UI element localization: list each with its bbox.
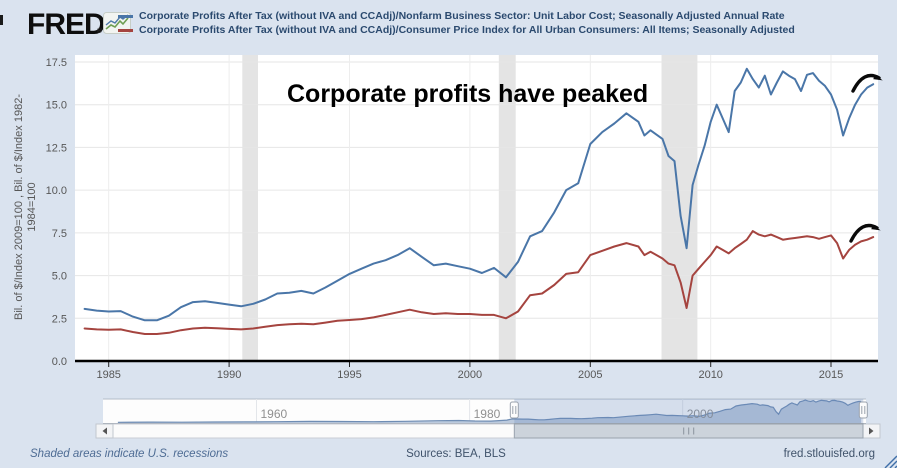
legend-item-ulc: Corporate Profits After Tax (without IVA… xyxy=(118,9,785,23)
scrollbar-thumb[interactable] xyxy=(513,423,864,439)
legend-marker-red xyxy=(118,28,133,32)
y-axis-title-line2: 1984=100 xyxy=(26,182,38,232)
y-axis-title: Bil. of $/Index 2009=100 , Bil. of $/Ind… xyxy=(13,42,39,372)
x-tick-label: 1990 xyxy=(217,369,241,381)
scroll-right-arrow-icon xyxy=(869,427,874,435)
x-tick-label: 2010 xyxy=(698,369,722,381)
x-tick-label: 1985 xyxy=(96,369,120,381)
line-chart-icon xyxy=(103,12,131,34)
y-tick-label: 0.0 xyxy=(52,356,67,368)
site-link[interactable]: fred.stlouisfed.org xyxy=(783,448,875,460)
recession-note: Shaded areas indicate U.S. recessions xyxy=(30,448,229,460)
navigator-area xyxy=(117,400,862,423)
y-tick-label: 7.5 xyxy=(52,228,67,240)
x-tick-label: 2005 xyxy=(578,369,602,381)
navigator-selected-range[interactable] xyxy=(514,399,864,423)
y-tick-label: 2.5 xyxy=(52,313,67,325)
legend-label-cpi: Corporate Profits After Tax (without IVA… xyxy=(139,24,795,36)
resize-grip-icon[interactable] xyxy=(884,455,897,468)
legend-item-cpi: Corporate Profits After Tax (without IVA… xyxy=(118,23,795,37)
y-tick-label: 17.5 xyxy=(46,57,67,69)
fred-logo: FRED xyxy=(27,8,106,41)
recession-band xyxy=(242,55,258,361)
trend-arrow-icon-top xyxy=(851,73,879,93)
recession-band xyxy=(498,55,516,361)
navigator-year-label: 1980 xyxy=(474,407,501,421)
scroll-left-arrow-icon xyxy=(102,427,107,435)
navigator-line xyxy=(117,399,862,423)
chart-annotation-title: Corporate profits have peaked xyxy=(287,80,649,108)
corner-artifact xyxy=(0,15,3,25)
x-tick-label: 2000 xyxy=(458,369,482,381)
legend-label-ulc: Corporate Profits After Tax (without IVA… xyxy=(139,10,785,22)
scrollbar-right-button[interactable] xyxy=(862,423,881,439)
series-line-ulc xyxy=(83,67,875,322)
y-tick-label: 10.0 xyxy=(46,185,67,197)
trend-arrow-icon-bottom xyxy=(849,223,877,243)
y-tick-label: 5.0 xyxy=(52,271,67,283)
sources-text: Sources: BEA, BLS xyxy=(406,448,506,460)
navigator-handle-left[interactable] xyxy=(509,401,519,419)
y-tick-label: 15.0 xyxy=(46,100,67,112)
navigator-year-label: 2000 xyxy=(687,407,714,421)
chart-plot-area[interactable] xyxy=(75,55,878,361)
y-tick-label: 12.5 xyxy=(46,142,67,154)
series-line-cpi xyxy=(83,230,875,335)
x-tick-label: 1995 xyxy=(337,369,361,381)
registered-trademark: ® xyxy=(97,28,103,35)
scrollbar-left-button[interactable] xyxy=(95,423,114,439)
x-tick-label: 2015 xyxy=(819,369,843,381)
navigator-year-label: 1960 xyxy=(261,407,288,421)
navigator-handle-right[interactable] xyxy=(858,401,868,419)
y-axis-title-line1: Bil. of $/Index 2009=100 , Bil. of $/Ind… xyxy=(13,94,25,320)
legend-marker-blue xyxy=(118,14,133,18)
